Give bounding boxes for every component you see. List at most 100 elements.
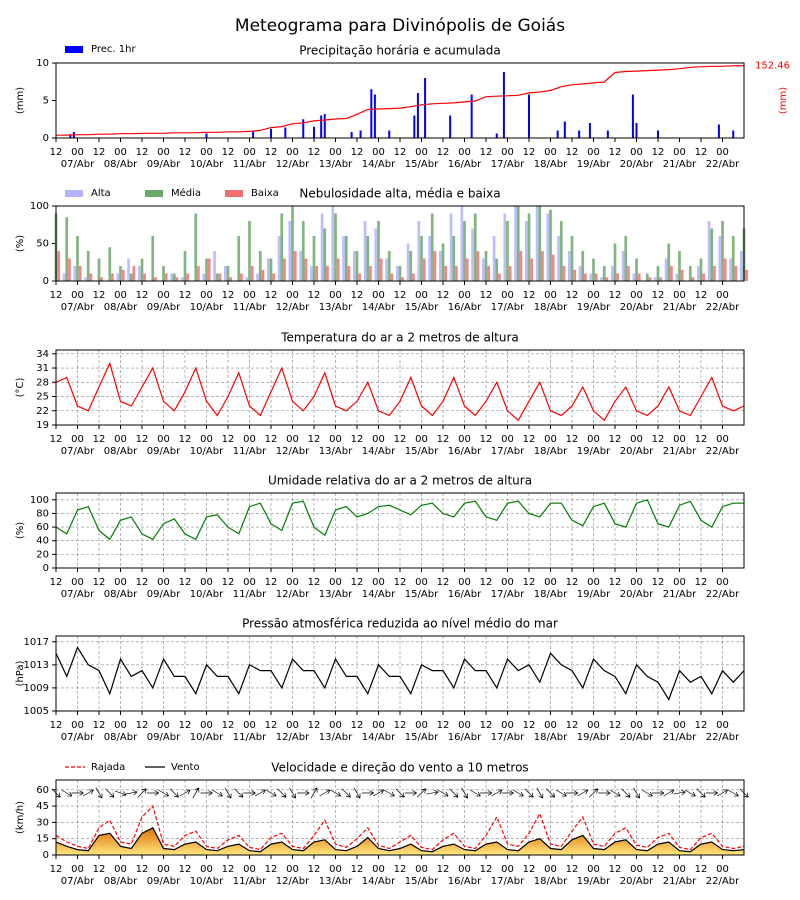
x-tick-label: 00 [200,864,213,875]
date-label: 16/Abr [448,589,482,600]
x-tick-label: 00 [243,864,256,875]
date-label: 10/Abr [190,446,224,457]
cloud-bar [524,221,528,281]
wind-arrow [330,789,342,797]
y-tick-label: 0 [43,276,49,287]
x-tick-label: 12 [695,864,708,875]
cloud-bar [438,251,442,281]
cloud-bar [272,273,276,281]
precip-bar [631,94,634,138]
cloud-bar [498,273,501,281]
x-tick-label: 12 [523,577,536,588]
x-tick-label: 00 [243,577,256,588]
y-tick-label: 50 [36,239,49,250]
cloud-bar [557,236,560,281]
cloud-bar [600,277,603,281]
x-tick-label: 00 [372,577,385,588]
x-tick-label: 00 [71,147,84,158]
date-label: 08/Abr [104,732,138,743]
cloud-bar [541,251,544,281]
cloud-bar [331,206,335,281]
cloud-bar [648,277,652,281]
cloud-bar [387,251,391,281]
x-tick-label: 00 [71,290,84,301]
precip-bar [416,93,419,138]
cloud-bar [215,273,219,281]
cloud-bar [546,213,550,281]
cloud-bar [508,266,512,281]
date-label: 18/Abr [534,159,568,170]
date-label: 15/Abr [405,876,439,887]
x-tick-label: 00 [673,577,686,588]
x-tick-label: 00 [673,864,686,875]
cloud-bar [567,251,571,281]
x-tick-label: 12 [179,147,192,158]
cloud-bar [250,266,254,281]
wind-arrow [555,789,567,797]
cloud-bar [592,258,595,281]
x-tick-label: 12 [265,577,278,588]
cloud-bar [266,258,270,281]
legend-label: Vento [171,762,200,773]
date-label: 19/Abr [577,446,611,457]
wind-arrow [224,787,232,799]
x-tick-label: 00 [286,434,299,445]
x-tick-label: 12 [50,720,63,731]
x-tick-label: 00 [501,577,514,588]
date-label: 16/Abr [448,732,482,743]
y-tick-label: 80 [36,508,49,519]
x-tick-label: 00 [372,290,385,301]
y2-tick-label: 152.46 [755,61,790,72]
cloud-bar [702,273,706,281]
x-tick-label: 00 [587,290,600,301]
date-label: 22/Abr [706,446,740,457]
cloud-bar [73,266,77,281]
wind-arrow [717,789,729,797]
y-tick-label: 1009 [24,683,49,694]
date-label: 09/Abr [147,876,181,887]
x-tick-label: 00 [544,147,557,158]
cloud-bar [172,273,176,281]
chart-title: Pressão atmosférica reduzida ao nível mé… [242,617,558,631]
date-label: 13/Abr [319,876,353,887]
date-label: 18/Abr [534,302,568,313]
wind-arrow [404,790,417,796]
cloud-bar [304,258,308,281]
cloud-bar [412,273,415,281]
cloud-bar [675,273,679,281]
cloud-bar [739,251,743,281]
x-tick-label: 12 [50,290,63,301]
x-tick-label: 00 [200,147,213,158]
cloud-bar [551,254,555,281]
x-tick-label: 00 [71,577,84,588]
x-tick-label: 00 [157,720,170,731]
y-tick-label: 0 [43,850,49,861]
precip-bar [635,123,638,138]
x-tick-label: 00 [501,864,514,875]
precip-bar [502,72,505,138]
wind-arrow [652,790,665,796]
cloud-bar [137,266,141,281]
cloud-bar [100,277,104,281]
wind-arrow [114,790,127,797]
x-tick-label: 12 [695,577,708,588]
cloud-bar [342,236,345,281]
wind-arrow [426,789,439,796]
x-tick-label: 00 [286,720,299,731]
x-tick-label: 00 [415,577,428,588]
x-tick-label: 00 [458,864,471,875]
cloud-bar [578,266,582,281]
cloud-bar [312,236,316,281]
cloud-bar [326,266,329,281]
cloud-bar [449,213,453,281]
y-axis-label: (hPa) [15,660,26,686]
cloud-bar [610,266,614,281]
x-tick-label: 12 [652,147,665,158]
x-tick-label: 12 [93,577,106,588]
x-tick-label: 12 [351,577,364,588]
cloud-bar [261,269,265,281]
x-tick-label: 12 [566,577,579,588]
cloud-bar [444,266,448,281]
wind-arrow [621,788,631,798]
cloud-bar [731,236,735,281]
